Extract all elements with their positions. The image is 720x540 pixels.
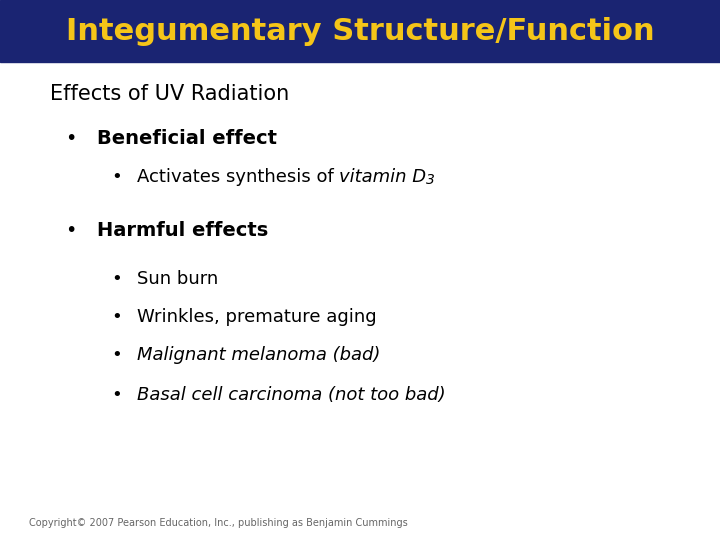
Text: Effects of UV Radiation: Effects of UV Radiation xyxy=(50,84,289,104)
Text: Sun burn: Sun burn xyxy=(137,270,218,288)
Text: Wrinkles, premature aging: Wrinkles, premature aging xyxy=(137,308,377,326)
Text: Integumentary Structure/Function: Integumentary Structure/Function xyxy=(66,17,654,45)
Bar xyxy=(0,0,720,62)
Text: •: • xyxy=(112,386,122,404)
Text: 3: 3 xyxy=(426,173,436,187)
Text: •: • xyxy=(112,270,122,288)
Text: Basal cell carcinoma (not too bad): Basal cell carcinoma (not too bad) xyxy=(137,386,446,404)
Text: Beneficial effect: Beneficial effect xyxy=(97,129,277,147)
Text: Harmful effects: Harmful effects xyxy=(97,221,269,240)
Text: vitamin D: vitamin D xyxy=(339,168,426,186)
Text: •: • xyxy=(112,346,122,363)
Text: Activates synthesis of: Activates synthesis of xyxy=(137,168,339,186)
Text: •: • xyxy=(65,221,76,240)
Text: •: • xyxy=(112,308,122,326)
Text: •: • xyxy=(112,168,122,186)
Text: •: • xyxy=(65,129,76,147)
Text: Malignant melanoma (bad): Malignant melanoma (bad) xyxy=(137,346,380,363)
Text: Copyright© 2007 Pearson Education, Inc., publishing as Benjamin Cummings: Copyright© 2007 Pearson Education, Inc.,… xyxy=(29,518,408,528)
